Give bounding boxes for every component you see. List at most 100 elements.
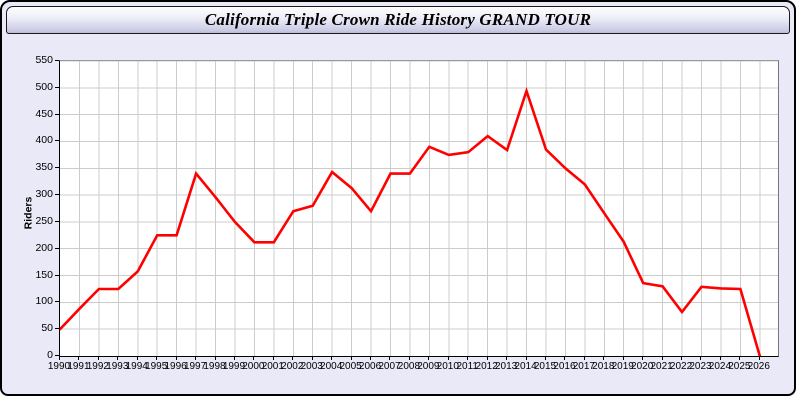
x-tick-label: 2013 <box>494 361 518 372</box>
y-tick-mark <box>55 301 59 303</box>
y-tick-label: 250 <box>35 214 53 227</box>
x-tick-label: 2024 <box>708 361 732 372</box>
x-tick-label: 1996 <box>164 361 187 372</box>
y-tick-label: 550 <box>35 54 53 66</box>
y-tick-label: 0 <box>47 349 53 361</box>
x-tick-mark <box>233 356 235 360</box>
x-tick-label: 2014 <box>514 361 537 372</box>
chart-plot-area <box>59 60 779 357</box>
x-tick-label: 2012 <box>475 361 498 372</box>
y-tick-mark <box>55 220 59 222</box>
x-tick-mark <box>117 356 119 360</box>
x-tick-label: 2005 <box>339 361 362 372</box>
x-tick-label: 2007 <box>378 361 401 372</box>
x-tick-label: 2021 <box>650 361 673 372</box>
x-tick-label: 2025 <box>728 361 751 372</box>
x-tick-label: 2003 <box>300 361 323 372</box>
x-tick-mark <box>622 356 624 360</box>
x-tick-label: 2004 <box>320 361 343 372</box>
x-tick-mark <box>311 356 313 360</box>
page-title: California Triple Crown Ride History GRA… <box>204 10 592 29</box>
x-tick-label: 1993 <box>106 361 129 372</box>
y-tick-mark <box>55 247 59 249</box>
y-tick-label: 150 <box>35 268 53 281</box>
line-chart <box>60 61 778 356</box>
x-tick-mark <box>272 356 274 360</box>
y-tick-mark <box>55 194 59 196</box>
x-tick-label: 2015 <box>533 361 557 372</box>
x-tick-label: 1994 <box>125 361 148 372</box>
y-tick-label: 450 <box>35 107 53 120</box>
x-tick-label: 2006 <box>358 361 382 372</box>
x-tick-mark <box>136 356 138 360</box>
x-tick-label: 2001 <box>261 361 284 372</box>
x-tick-mark <box>195 356 197 360</box>
y-tick-mark <box>55 140 59 142</box>
x-tick-mark <box>661 356 663 360</box>
y-tick-mark <box>55 167 59 169</box>
x-tick-mark <box>681 356 683 360</box>
x-tick-mark <box>175 356 177 360</box>
x-tick-mark <box>583 356 585 360</box>
x-tick-mark <box>544 356 546 360</box>
x-tick-mark <box>506 356 508 360</box>
x-tick-mark <box>486 356 488 360</box>
data-line <box>60 86 762 356</box>
x-tick-mark <box>59 356 60 360</box>
x-tick-mark <box>78 356 80 360</box>
x-tick-label: 2026 <box>747 361 770 372</box>
x-tick-mark <box>350 356 352 360</box>
x-tick-mark <box>719 356 721 360</box>
x-tick-mark <box>253 356 255 360</box>
x-tick-label: 2002 <box>281 361 304 372</box>
x-tick-label: 2022 <box>669 361 693 372</box>
x-tick-mark <box>447 356 449 360</box>
x-tick-mark <box>603 356 605 360</box>
y-tick-mark <box>55 328 59 330</box>
x-tick-mark <box>642 356 644 360</box>
x-tick-label: 2017 <box>572 361 595 372</box>
x-tick-label: 2009 <box>417 361 440 372</box>
x-tick-label: 2016 <box>553 361 576 372</box>
x-tick-label: 2000 <box>242 361 265 372</box>
x-tick-label: 2020 <box>631 361 654 372</box>
y-tick-mark <box>55 113 59 115</box>
x-tick-mark <box>758 356 760 360</box>
y-tick-label: 500 <box>35 80 53 93</box>
x-tick-mark <box>564 356 566 360</box>
x-tick-label: 2011 <box>456 361 478 372</box>
y-tick-label: 100 <box>35 295 53 308</box>
x-tick-mark <box>292 356 294 360</box>
x-tick-label: 1990 <box>47 361 71 372</box>
y-tick-label: 300 <box>35 188 53 201</box>
x-tick-label: 1998 <box>203 361 226 372</box>
x-tick-mark <box>370 356 372 360</box>
y-tick-label: 50 <box>41 322 53 335</box>
x-tick-label: 2023 <box>689 361 712 372</box>
y-tick-label: 400 <box>35 134 53 147</box>
y-tick-mark <box>55 355 59 356</box>
x-tick-mark <box>428 356 430 360</box>
x-tick-mark <box>739 356 741 360</box>
x-tick-label: 2018 <box>592 361 615 372</box>
x-tick-mark <box>156 356 158 360</box>
x-tick-label: 2019 <box>611 361 634 372</box>
x-tick-mark <box>408 356 410 360</box>
x-tick-mark <box>525 356 527 360</box>
x-tick-label: 1991 <box>67 361 90 372</box>
x-tick-mark <box>331 356 333 360</box>
x-tick-label: 1995 <box>145 361 168 372</box>
y-tick-label: 350 <box>35 161 53 174</box>
x-tick-mark <box>467 356 469 360</box>
x-tick-label: 2008 <box>397 361 421 372</box>
x-tick-mark <box>97 356 99 360</box>
x-tick-label: 1997 <box>183 361 207 372</box>
y-tick-mark <box>55 60 59 61</box>
y-tick-mark <box>55 86 59 88</box>
x-tick-mark <box>214 356 216 360</box>
title-bar: California Triple Crown Ride History GRA… <box>6 6 790 34</box>
x-tick-label: 1992 <box>86 361 109 372</box>
x-tick-mark <box>389 356 391 360</box>
x-tick-label: 1999 <box>222 361 246 372</box>
